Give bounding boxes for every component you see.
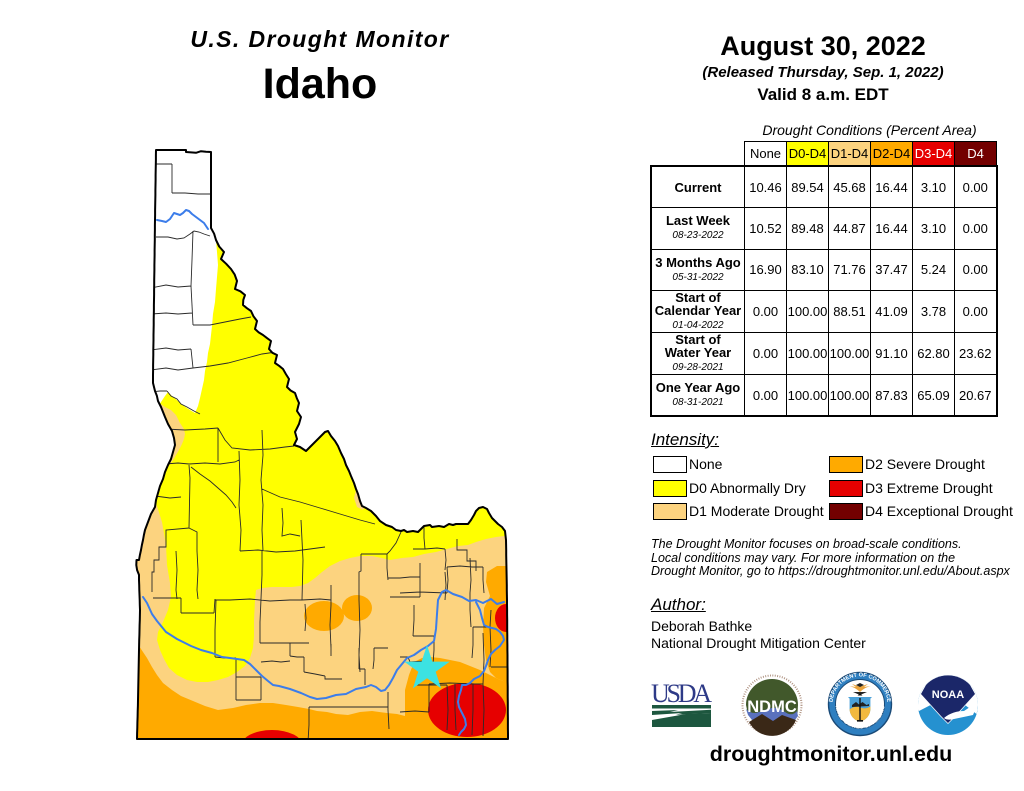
svg-text:UNITED STATES OF AMERICA: UNITED STATES OF AMERICA bbox=[827, 671, 886, 731]
svg-text:USDA: USDA bbox=[651, 679, 712, 708]
svg-text:NOAA: NOAA bbox=[932, 689, 964, 701]
svg-text:NDMC: NDMC bbox=[747, 698, 797, 716]
svg-text:DEPARTMENT OF COMMERCE: DEPARTMENT OF COMMERCE bbox=[829, 672, 892, 702]
